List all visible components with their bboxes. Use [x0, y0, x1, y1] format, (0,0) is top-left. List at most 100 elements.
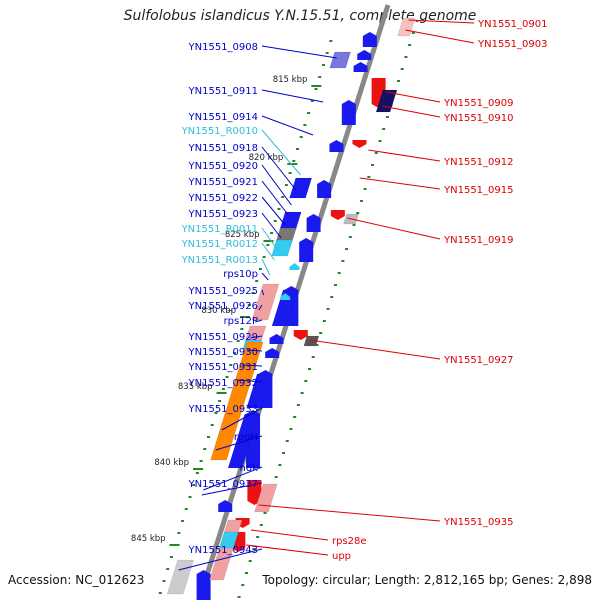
tick-dot: [169, 556, 173, 558]
tick-dot: [378, 140, 382, 142]
tick-dot: [359, 200, 363, 202]
left-leader-line: [261, 242, 275, 261]
tick-dot: [400, 68, 404, 70]
tick-dot: [181, 520, 185, 522]
rna-arrow: [280, 293, 291, 300]
left-gene-label: YN1551_0937: [188, 479, 259, 490]
left-leader-line: [261, 196, 286, 226]
tick-dot: [371, 164, 375, 166]
forward-gene-body: [246, 373, 272, 409]
right-leader-line: [250, 529, 329, 541]
left-leader-line: [261, 45, 337, 59]
tick-dot: [293, 416, 297, 418]
left-leader-line: [261, 258, 271, 276]
right-gene-label: upp: [332, 551, 351, 562]
tick-dot: [295, 148, 299, 150]
tick-dot: [263, 512, 267, 514]
tick-dot: [325, 52, 329, 54]
tick-dot: [218, 400, 222, 402]
reverse-block: [219, 531, 239, 549]
tick-dot: [367, 176, 371, 178]
tick-dot: [307, 112, 311, 114]
tick-dot: [333, 284, 337, 286]
left-leader-line: [261, 180, 289, 216]
left-gene-label: YN1551_0930: [188, 347, 259, 358]
tick-dot: [278, 464, 282, 466]
tick-dot: [214, 412, 218, 414]
kbp-label: 840 kbp: [154, 458, 189, 468]
left-gene-label: YN1551_0918: [188, 143, 259, 154]
left-leader-line: [261, 89, 324, 103]
right-leader-line: [386, 91, 441, 103]
left-gene-label: rpoH: [234, 432, 258, 443]
tick-dot: [289, 428, 293, 430]
left-leader-line: [250, 335, 263, 339]
tick-dot: [408, 44, 412, 46]
forward-gene-body: [227, 413, 260, 469]
kbp-label: 830 kbp: [201, 306, 236, 316]
feature-block: [279, 211, 302, 231]
kbp-label: 820 kbp: [249, 153, 284, 163]
left-leader-line: [261, 146, 297, 191]
forward-gene-arrow: [196, 570, 211, 600]
tick-dot: [256, 536, 260, 538]
left-gene-label: YN1551_R0011: [181, 224, 258, 235]
tick-dot: [382, 128, 386, 130]
left-gene-label: YN1551_0923: [188, 209, 259, 220]
tick-dot: [273, 220, 277, 222]
tick-dot: [207, 436, 211, 438]
left-gene-label: YN1551_0926: [188, 301, 259, 312]
forward-gene-arrow: [329, 140, 344, 152]
tick-dot: [262, 256, 266, 258]
tick-dot: [210, 424, 214, 426]
right-leader-line: [408, 19, 475, 24]
kbp-label: 825 kbp: [225, 230, 260, 240]
tick-dot: [303, 124, 307, 126]
reverse-gene-arrow: [330, 210, 345, 220]
right-leader-line: [258, 504, 441, 522]
tick-dot: [337, 272, 341, 274]
tick-dot: [348, 236, 352, 238]
tick-dot: [299, 136, 303, 138]
forward-gene-arrow: [341, 100, 356, 125]
tick-dot: [321, 64, 325, 66]
right-gene-label: YN1551_0909: [443, 98, 514, 109]
tick-dot: [411, 32, 415, 34]
left-gene-label: YN1551_0933: [188, 404, 259, 415]
left-leader-line: [203, 466, 263, 491]
feature-block: [251, 283, 280, 321]
left-leader-line: [261, 272, 269, 281]
left-gene-label: YN1551_R0013: [181, 255, 258, 266]
left-gene-label: YN1551_R0010: [181, 126, 258, 137]
forward-gene-arrow: [317, 180, 332, 198]
kbp-label: 815 kbp: [273, 75, 308, 85]
tick-dot: [270, 232, 274, 234]
tick-dot: [345, 248, 349, 250]
tick-dot: [292, 160, 296, 162]
right-leader-line: [309, 339, 441, 360]
left-leader-line: [261, 289, 265, 296]
left-gene-label: YN1551_0914: [188, 112, 259, 123]
right-gene-label: YN1551_0919: [443, 235, 514, 246]
left-gene-label: YN1551_R0012: [181, 239, 258, 250]
tick-dot: [341, 260, 345, 262]
forward-gene-body: [271, 289, 298, 327]
tick-dot: [221, 388, 225, 390]
right-gene-label: YN1551_0910: [443, 113, 514, 124]
reverse-gene-arrow: [247, 480, 262, 505]
left-gene-label: YN1551_0922: [188, 193, 259, 204]
tick-dot: [352, 224, 356, 226]
left-leader-line: [237, 379, 263, 383]
left-leader-line: [215, 435, 263, 451]
tick-dot: [288, 172, 292, 174]
forward-gene-arrow: [269, 334, 284, 344]
tick-dot: [319, 332, 323, 334]
tick-dot: [415, 20, 419, 22]
left-gene-label: YN1551_0911: [188, 86, 259, 97]
left-leader-line: [261, 227, 278, 251]
tick-dot: [314, 88, 318, 90]
tick-dot: [304, 380, 308, 382]
forward-gene-arrow: [362, 32, 377, 47]
reverse-gene-arrow: [293, 330, 308, 340]
left-gene-label: YN1551_0921: [188, 177, 259, 188]
